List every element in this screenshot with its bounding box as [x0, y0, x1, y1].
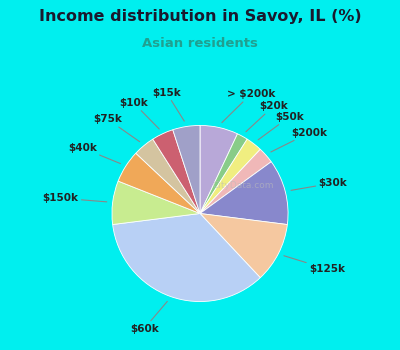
Text: Asian residents: Asian residents — [142, 37, 258, 50]
Wedge shape — [200, 214, 287, 278]
Text: $125k: $125k — [284, 256, 345, 274]
Wedge shape — [200, 162, 288, 225]
Wedge shape — [136, 139, 200, 214]
Text: $75k: $75k — [93, 114, 140, 142]
Wedge shape — [112, 181, 200, 225]
Text: $10k: $10k — [119, 98, 159, 129]
Wedge shape — [153, 130, 200, 214]
Wedge shape — [200, 125, 238, 214]
Text: Income distribution in Savoy, IL (%): Income distribution in Savoy, IL (%) — [39, 9, 361, 24]
Text: CityData.com: CityData.com — [213, 181, 274, 190]
Text: $15k: $15k — [152, 88, 184, 121]
Text: $50k: $50k — [258, 112, 304, 140]
Text: $200k: $200k — [271, 128, 328, 152]
Wedge shape — [173, 125, 200, 214]
Text: $150k: $150k — [43, 193, 107, 203]
Text: $20k: $20k — [246, 102, 288, 132]
Wedge shape — [118, 153, 200, 214]
Wedge shape — [200, 134, 247, 214]
Text: $60k: $60k — [130, 301, 167, 334]
Wedge shape — [113, 214, 260, 302]
Text: $30k: $30k — [291, 178, 347, 190]
Wedge shape — [200, 139, 260, 214]
Wedge shape — [200, 149, 271, 214]
Text: > $200k: > $200k — [222, 89, 275, 122]
Text: $40k: $40k — [68, 143, 120, 163]
